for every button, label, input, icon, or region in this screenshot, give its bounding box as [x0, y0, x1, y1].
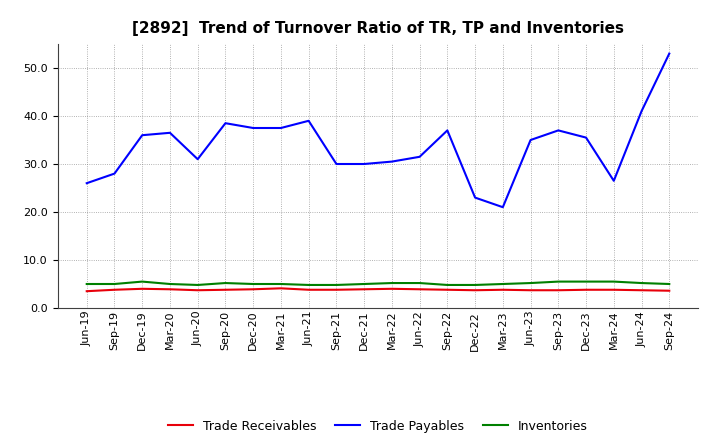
Trade Payables [166, 130, 174, 136]
Trade Payables [443, 128, 451, 133]
Inventories [166, 281, 174, 286]
Trade Payables [498, 205, 507, 210]
Trade Receivables [387, 286, 396, 291]
Trade Receivables [637, 288, 646, 293]
Trade Payables [415, 154, 424, 159]
Inventories [609, 279, 618, 284]
Trade Receivables [166, 286, 174, 292]
Trade Receivables [443, 287, 451, 293]
Trade Payables [665, 51, 674, 56]
Trade Payables [138, 132, 147, 138]
Trade Receivables [249, 286, 258, 292]
Inventories [305, 282, 313, 288]
Inventories [221, 280, 230, 286]
Inventories [554, 279, 562, 284]
Inventories [471, 282, 480, 288]
Trade Receivables [415, 286, 424, 292]
Trade Payables [332, 161, 341, 167]
Trade Payables [82, 180, 91, 186]
Inventories [637, 280, 646, 286]
Trade Receivables [471, 288, 480, 293]
Trade Payables [387, 159, 396, 164]
Trade Receivables [582, 287, 590, 293]
Trade Payables [554, 128, 562, 133]
Line: Inventories: Inventories [86, 282, 670, 285]
Title: [2892]  Trend of Turnover Ratio of TR, TP and Inventories: [2892] Trend of Turnover Ratio of TR, TP… [132, 21, 624, 36]
Trade Receivables [332, 287, 341, 293]
Trade Receivables [110, 287, 119, 293]
Inventories [249, 281, 258, 286]
Inventories [387, 280, 396, 286]
Trade Payables [582, 135, 590, 140]
Trade Receivables [305, 287, 313, 293]
Trade Receivables [221, 287, 230, 293]
Line: Trade Payables: Trade Payables [86, 54, 670, 207]
Inventories [138, 279, 147, 284]
Inventories [276, 281, 285, 286]
Trade Payables [276, 125, 285, 131]
Trade Payables [471, 195, 480, 200]
Trade Payables [221, 121, 230, 126]
Trade Receivables [138, 286, 147, 291]
Trade Payables [194, 157, 202, 162]
Inventories [415, 280, 424, 286]
Inventories [582, 279, 590, 284]
Inventories [665, 281, 674, 286]
Inventories [82, 281, 91, 286]
Trade Receivables [498, 287, 507, 293]
Trade Payables [360, 161, 369, 167]
Inventories [110, 281, 119, 286]
Legend: Trade Receivables, Trade Payables, Inventories: Trade Receivables, Trade Payables, Inven… [163, 414, 593, 437]
Trade Receivables [526, 288, 535, 293]
Inventories [443, 282, 451, 288]
Trade Payables [249, 125, 258, 131]
Trade Payables [110, 171, 119, 176]
Trade Receivables [276, 286, 285, 291]
Line: Trade Receivables: Trade Receivables [86, 288, 670, 291]
Trade Receivables [194, 288, 202, 293]
Trade Payables [637, 109, 646, 114]
Inventories [194, 282, 202, 288]
Trade Receivables [82, 289, 91, 294]
Trade Receivables [554, 288, 562, 293]
Trade Receivables [665, 288, 674, 293]
Trade Payables [305, 118, 313, 124]
Inventories [526, 280, 535, 286]
Trade Receivables [360, 286, 369, 292]
Trade Payables [526, 137, 535, 143]
Trade Receivables [609, 287, 618, 293]
Inventories [360, 281, 369, 286]
Trade Payables [609, 178, 618, 183]
Inventories [498, 281, 507, 286]
Inventories [332, 282, 341, 288]
